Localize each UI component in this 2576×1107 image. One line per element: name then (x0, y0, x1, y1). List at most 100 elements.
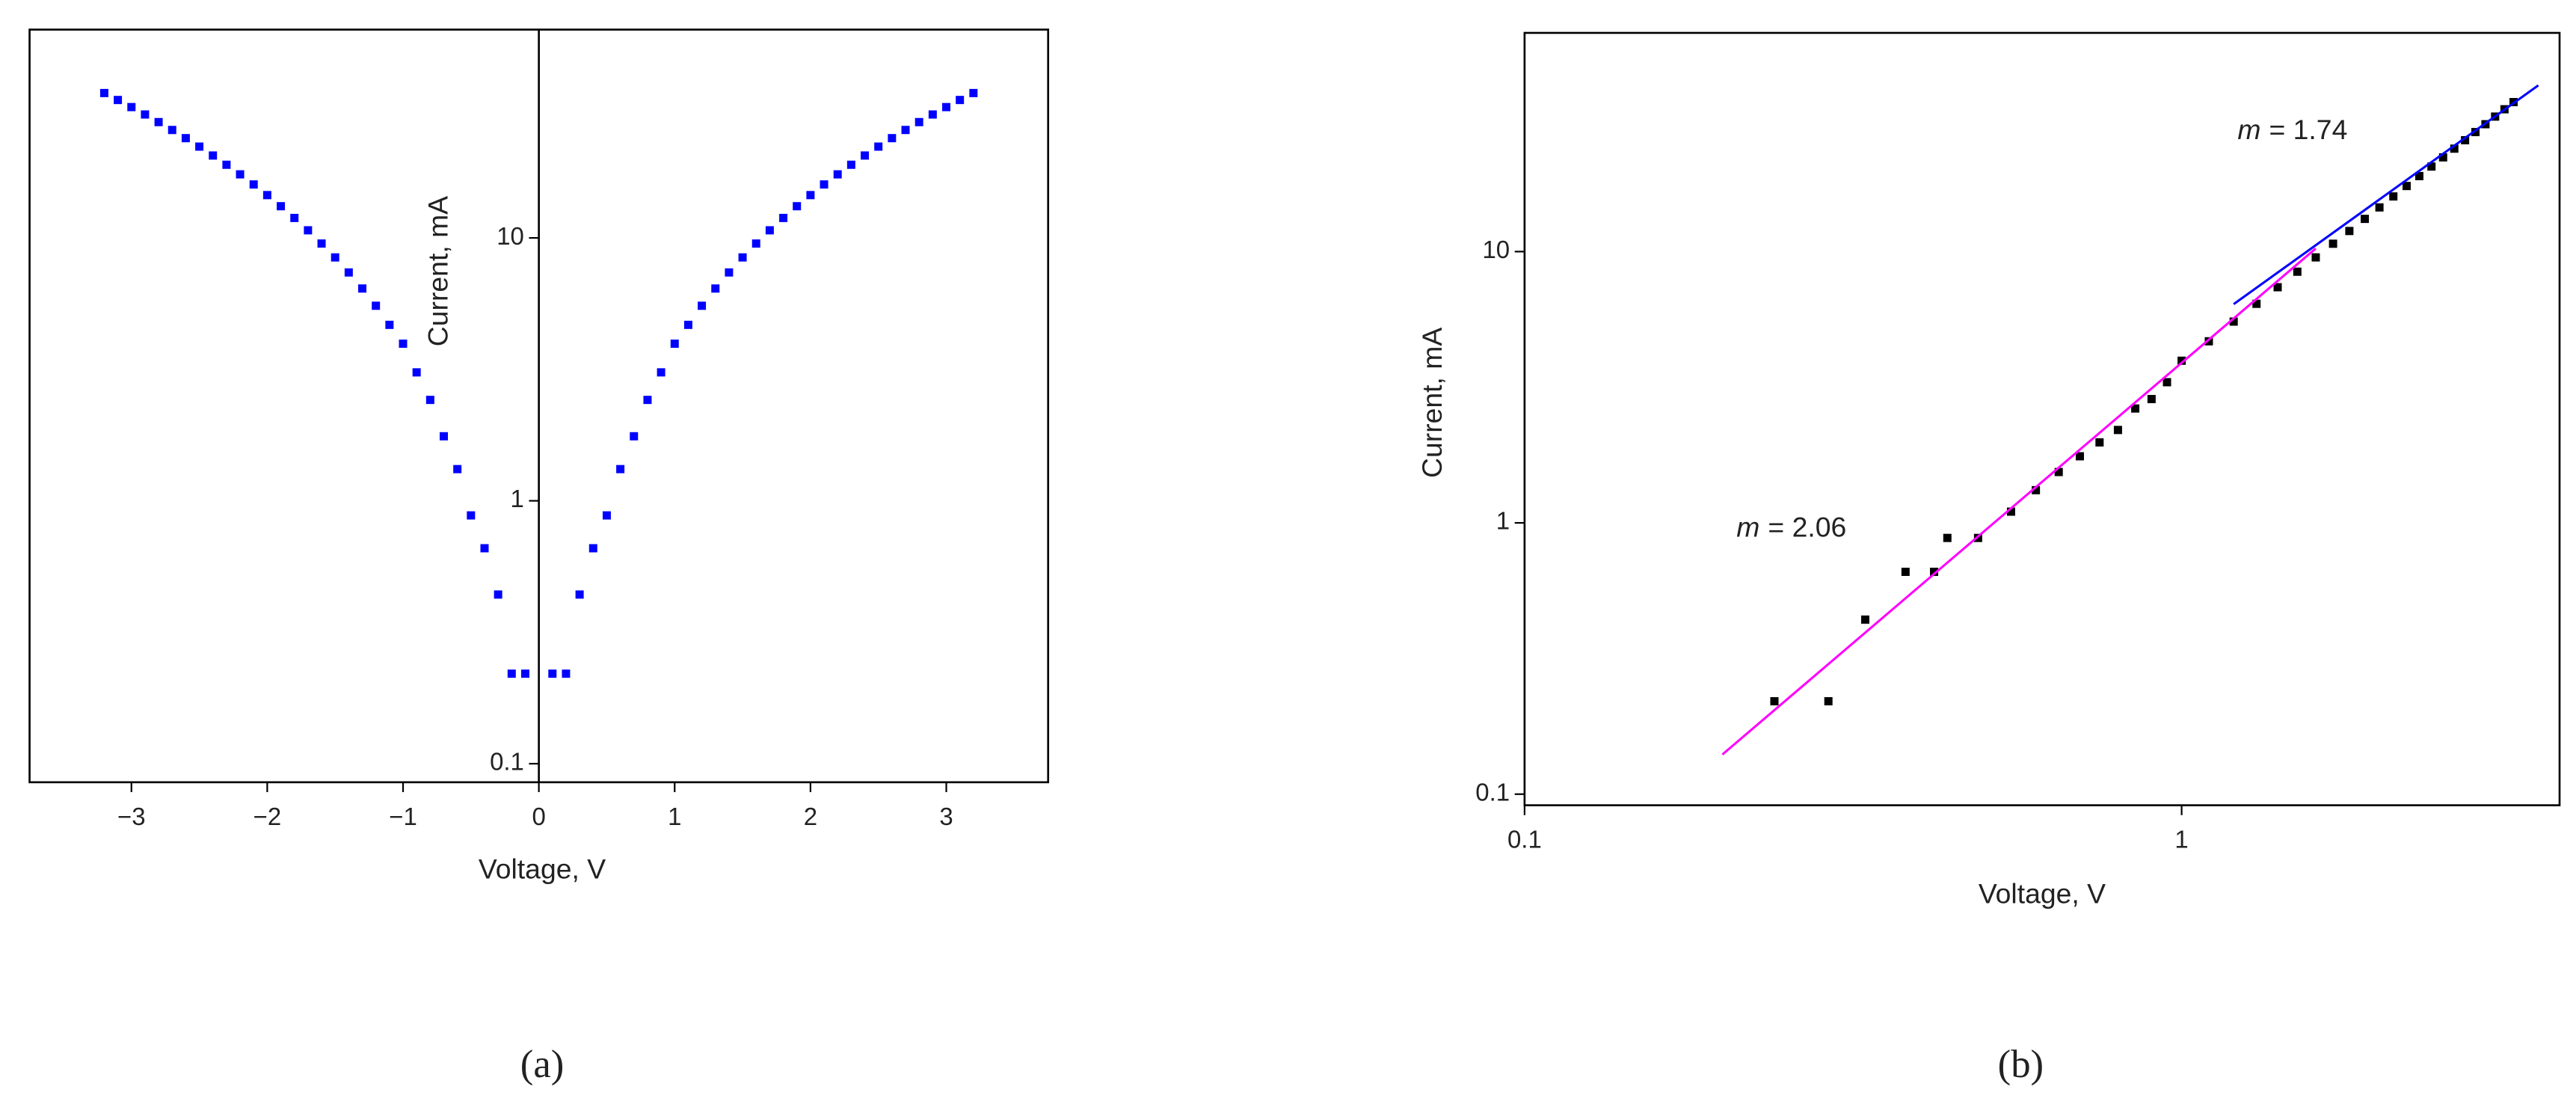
x-axis-label: Voltage, V (479, 853, 606, 884)
data-point (657, 368, 665, 377)
slope-annotation: m = 1.74 (2237, 114, 2347, 145)
data-point (2293, 267, 2302, 276)
data-point (425, 396, 434, 405)
x-tick-label: 0.1 (1507, 826, 1542, 853)
data-point (969, 88, 978, 97)
data-point (399, 339, 408, 348)
y-tick-label: 0.1 (490, 748, 524, 776)
data-point (154, 117, 163, 126)
panel-label: (a) (520, 1043, 565, 1086)
data-point (2328, 239, 2337, 248)
x-tick-label: −1 (389, 803, 417, 830)
y-tick-label: 0.1 (1475, 778, 1510, 806)
data-point (195, 142, 204, 151)
data-point (1930, 568, 1939, 576)
data-point (901, 126, 910, 135)
data-point (928, 110, 937, 119)
data-point (874, 142, 883, 151)
fit-line (2233, 84, 2539, 305)
data-point (806, 191, 815, 200)
slope-value: = 1.74 (2269, 114, 2347, 145)
slope-value: = 2.06 (1768, 511, 1846, 542)
data-point (1770, 697, 1779, 706)
data-point (2095, 438, 2104, 447)
data-point (141, 110, 150, 119)
data-point (698, 301, 707, 310)
data-point (249, 180, 258, 189)
y-tick-label: 1 (511, 485, 524, 512)
data-point (453, 464, 462, 473)
y-tick-label: 1 (1496, 507, 1510, 535)
data-point (793, 202, 802, 211)
data-point (683, 320, 692, 329)
x-tick-label: 1 (668, 803, 681, 830)
data-point (2345, 227, 2354, 236)
data-point (290, 213, 299, 222)
slope-symbol: m (1736, 511, 1759, 542)
data-point (956, 96, 965, 105)
data-point (2006, 507, 2015, 516)
data-point (711, 284, 720, 293)
data-point (1901, 568, 1910, 576)
data-point (262, 191, 271, 200)
data-point (99, 88, 108, 97)
data-point (480, 544, 489, 553)
data-point (1943, 533, 1952, 542)
data-point (2461, 135, 2470, 144)
data-point (765, 226, 774, 235)
data-point (914, 117, 923, 126)
data-point (548, 669, 557, 678)
slope-symbol: m (2237, 114, 2260, 145)
data-point (2450, 144, 2459, 153)
data-point (277, 202, 286, 211)
data-point (440, 432, 448, 441)
data-point (588, 544, 597, 553)
data-point (2147, 395, 2156, 404)
data-point (643, 396, 652, 405)
data-point (167, 126, 176, 135)
data-point (114, 96, 123, 105)
data-point (2414, 171, 2423, 180)
data-point (331, 253, 339, 262)
data-point (2361, 215, 2370, 224)
data-point (2375, 203, 2384, 212)
data-point (385, 320, 394, 329)
y-axis-label: Current, mA (422, 196, 454, 346)
data-point (2075, 452, 2084, 461)
data-point (2438, 153, 2447, 162)
data-point (2427, 162, 2436, 171)
x-tick-label: 1 (2174, 826, 2188, 853)
data-point (751, 239, 760, 248)
data-point (2471, 128, 2480, 137)
data-point (2113, 426, 2122, 435)
data-point (2204, 337, 2213, 346)
y-tick-label: 10 (497, 222, 524, 250)
data-point (2229, 317, 2238, 326)
data-point (2252, 299, 2261, 308)
data-point (372, 301, 381, 310)
data-point (602, 511, 611, 520)
data-point (222, 160, 231, 169)
data-point (738, 253, 747, 262)
data-point (2273, 283, 2282, 292)
data-point (942, 102, 951, 111)
data-point (2403, 182, 2411, 191)
data-point (520, 669, 529, 678)
data-point (2162, 378, 2171, 387)
x-axis-label: Voltage, V (1979, 877, 2106, 909)
data-point (467, 511, 476, 520)
data-point (2311, 253, 2320, 262)
data-point (861, 151, 870, 160)
data-point (2177, 356, 2186, 365)
data-point (616, 464, 625, 473)
data-point (344, 268, 353, 277)
data-point (412, 368, 421, 377)
y-axis-label: Current, mA (1416, 328, 1448, 478)
data-point (317, 239, 326, 248)
data-point (846, 160, 855, 169)
data-point (181, 134, 190, 143)
data-point (304, 226, 313, 235)
fit-line (1721, 247, 2317, 755)
